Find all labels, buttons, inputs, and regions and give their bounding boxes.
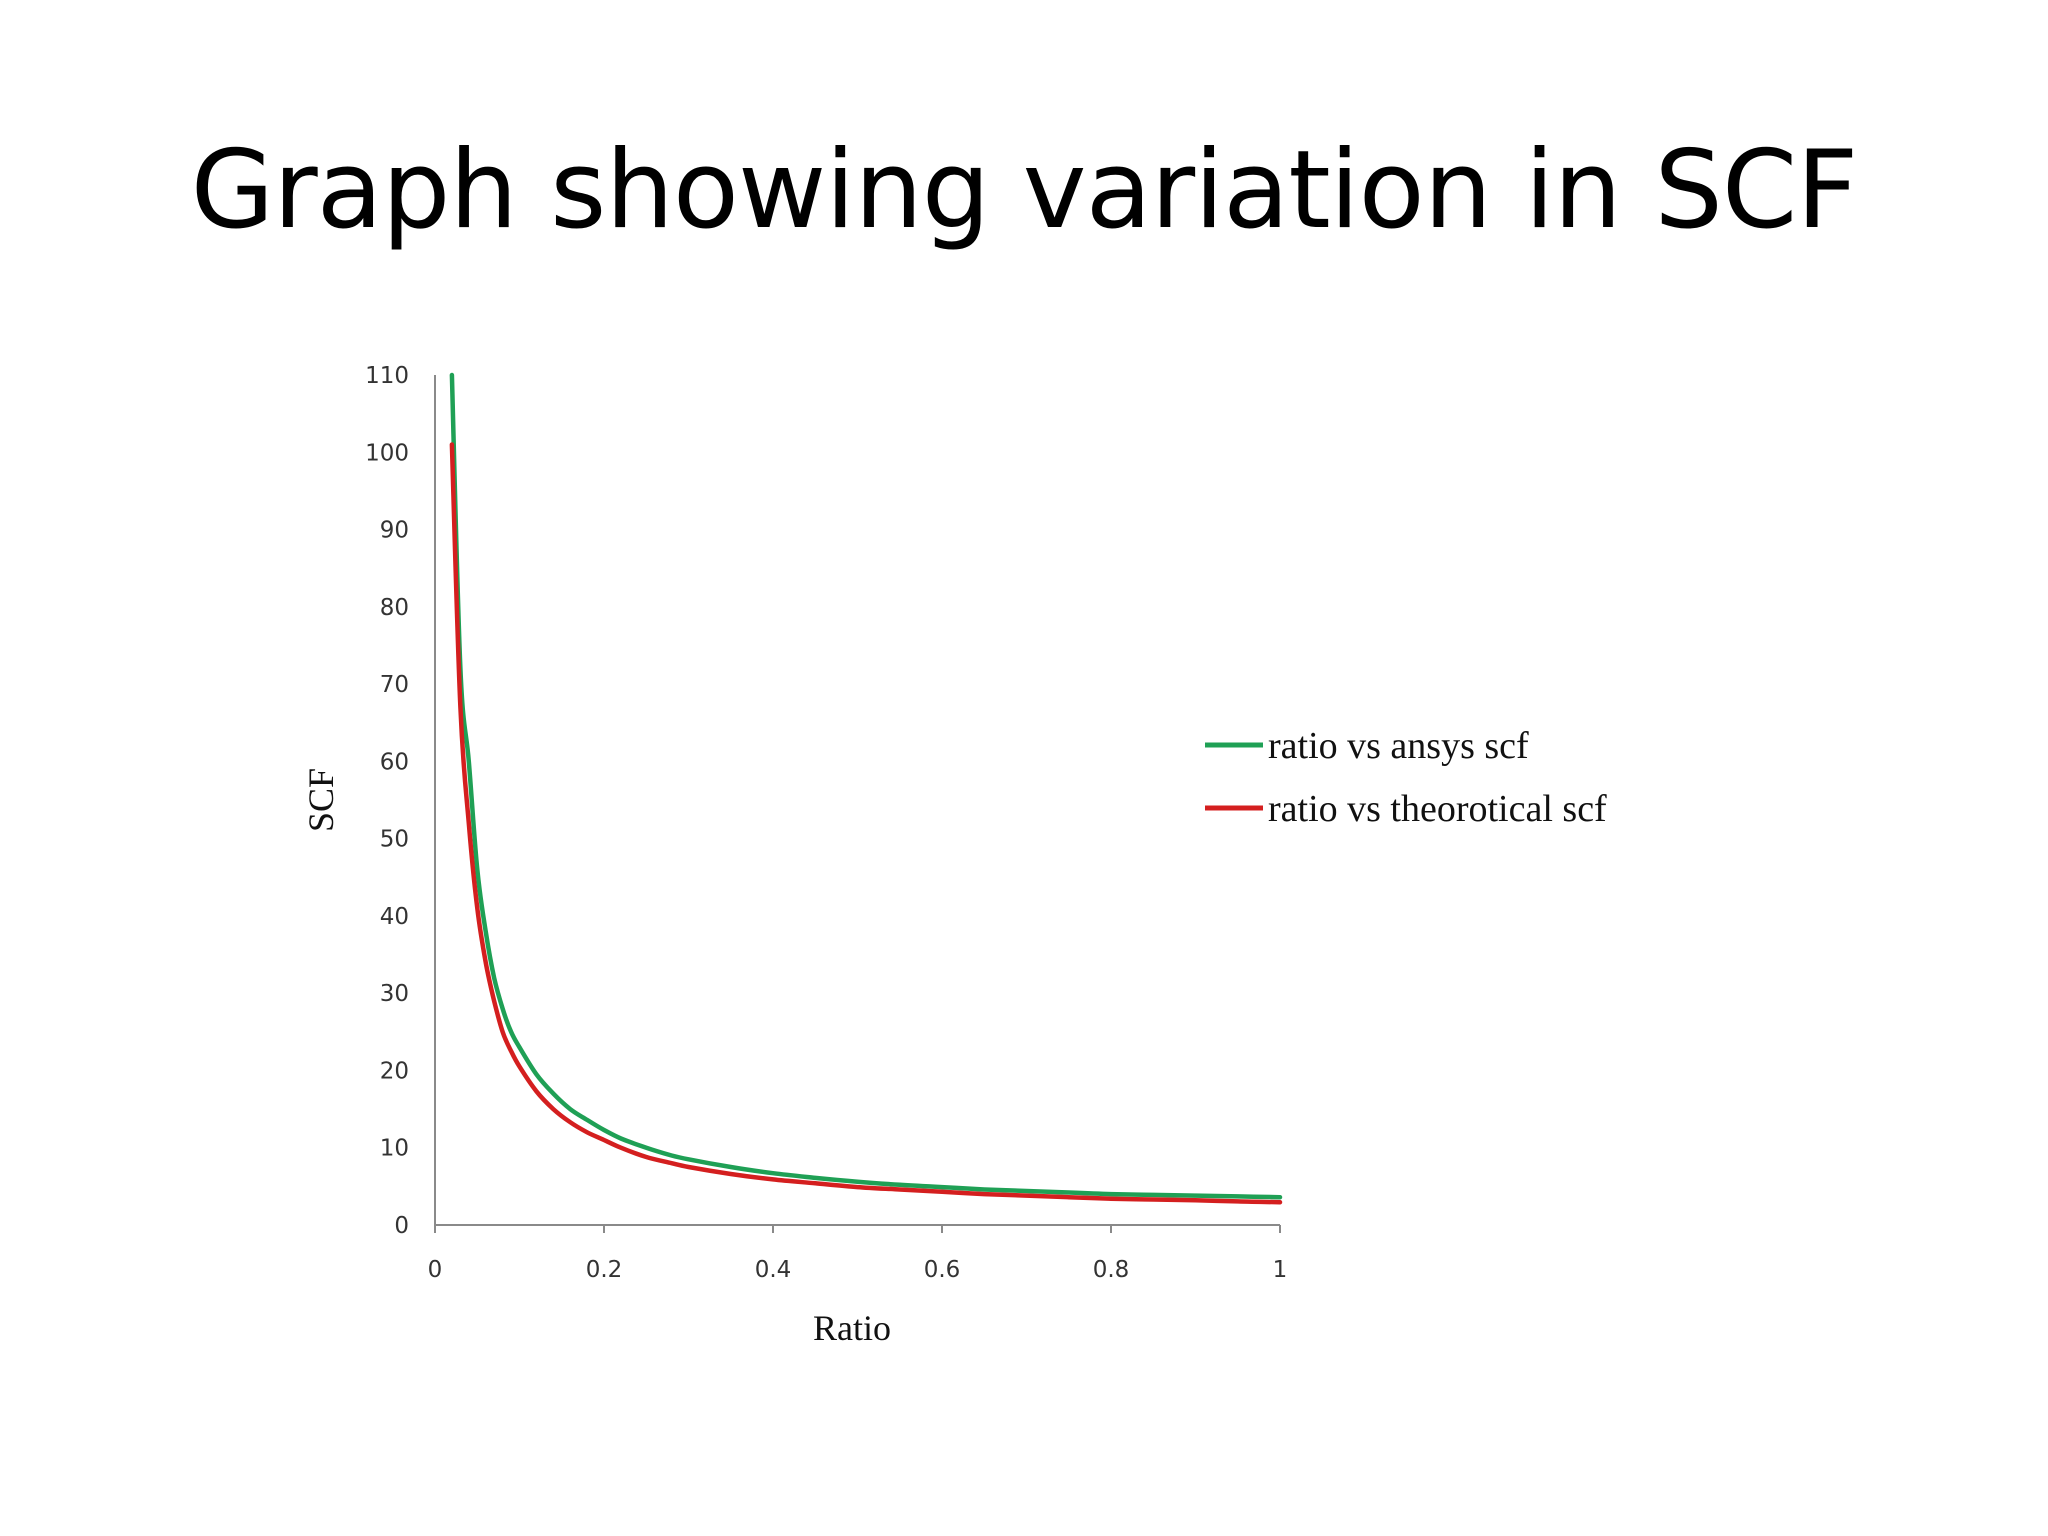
y-axis-title: SCF <box>301 768 341 832</box>
x-axis-title: Ratio <box>813 1308 891 1348</box>
series-line-theoretical-scf <box>449 442 1283 1205</box>
x-tick-label: 1 <box>1273 1257 1288 1283</box>
legend-label: ratio vs ansys scf <box>1268 725 1529 767</box>
x-tick-label: 0.2 <box>586 1257 623 1283</box>
y-tick-label: 10 <box>380 1136 409 1162</box>
y-tick-label: 60 <box>380 749 409 775</box>
y-tick-label: 90 <box>380 518 409 544</box>
y-tick-label: 110 <box>365 363 409 389</box>
y-tick-label: 30 <box>380 981 409 1007</box>
x-tick-label: 0 <box>428 1257 443 1283</box>
x-tick-label: 0.6 <box>924 1257 961 1283</box>
y-tick-label: 50 <box>380 827 409 853</box>
x-tick-label: 0.4 <box>755 1257 792 1283</box>
series-line-ansys-scf <box>449 372 1283 1200</box>
chart-legend: ratio vs ansys scf ratio vs theorotical s… <box>1205 725 1607 830</box>
y-axis-ticks: 0 10 20 30 40 50 60 70 80 90 100 110 <box>365 363 409 1239</box>
y-tick-label: 100 <box>365 440 409 466</box>
series-lines <box>449 372 1283 1205</box>
legend-label: ratio vs theorotical scf <box>1268 788 1607 830</box>
x-tick-label: 0.8 <box>1093 1257 1130 1283</box>
x-axis-ticks: 0 0.2 0.4 0.6 0.8 1 <box>428 1225 1288 1283</box>
y-tick-label: 80 <box>380 595 409 621</box>
chart-axes <box>434 375 1280 1226</box>
y-tick-label: 70 <box>380 672 409 698</box>
y-tick-label: 20 <box>380 1058 409 1084</box>
y-tick-label: 40 <box>380 904 409 930</box>
y-tick-label: 0 <box>394 1213 409 1239</box>
slide-title: Graph showing variation in SCF <box>190 128 1859 253</box>
